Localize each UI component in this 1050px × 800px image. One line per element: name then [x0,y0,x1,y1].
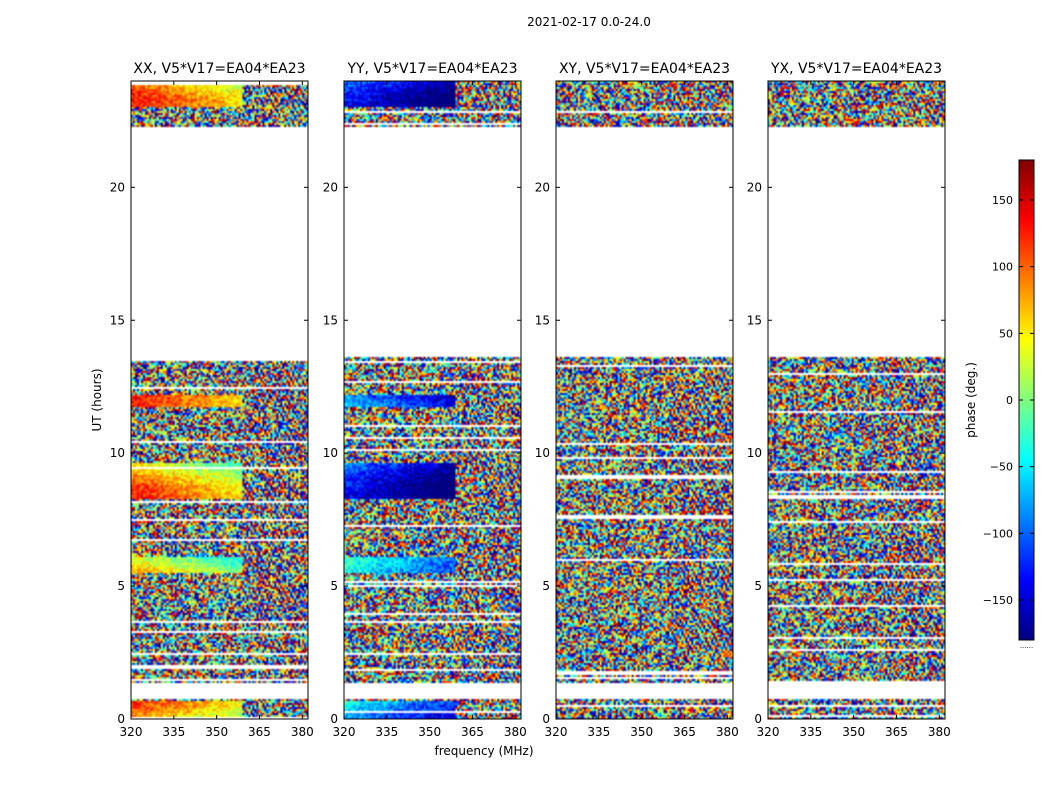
phase-heatmap [768,81,945,719]
y-tick-label: 5 [330,579,338,593]
y-tick-label: 5 [754,579,762,593]
x-tick-label: 380 [291,725,314,739]
x-tick-label: 380 [504,725,527,739]
axes-frame [555,80,734,720]
y-tick-label: 15 [535,313,550,327]
y-tick-label: 20 [110,180,125,194]
colorbar-label: phase (deg.) [964,362,978,438]
x-tick-label: 320 [120,725,143,739]
y-tick-label: 10 [747,446,762,460]
x-tick-label: 350 [205,725,228,739]
x-tick-label: 350 [630,725,653,739]
colorbar-tick-label: 0 [1006,394,1013,407]
y-tick-label: 0 [330,712,338,726]
colorbar-footnote: ...... [1020,642,1033,650]
x-tick-label: 350 [418,725,441,739]
x-tick-label: 320 [757,725,780,739]
x-tick-label: 380 [716,725,739,739]
panel-title: YX, V5*V17=EA04*EA23 [770,61,942,77]
panel-yy: YY, V5*V17=EA04*EA23 320 335 350 365 380 0 5 10 1… [323,61,527,739]
axes-frame [767,80,946,720]
y-tick-label: 0 [754,712,762,726]
panel-title: XY, V5*V17=EA04*EA23 [559,61,730,77]
figure-suptitle: 2021-02-17 0.0-24.0 [527,15,651,29]
panels-group: XX, V5*V17=EA04*EA23 320 335 350 365 380 0 5 10 1… [110,61,951,739]
x-tick-label: 320 [545,725,568,739]
colorbar-tick-label: 100 [992,261,1013,274]
x-tick-label: 365 [673,725,696,739]
x-tick-label: 335 [799,725,822,739]
y-tick-label: 10 [323,446,338,460]
colorbar-tick-label: −50 [990,461,1013,474]
y-tick-label: 20 [535,180,550,194]
phase-heatmap [344,81,521,719]
panel-xx: XX, V5*V17=EA04*EA23 320 335 350 365 380 0 5 10 1… [110,61,314,739]
y-tick-label: 20 [323,180,338,194]
colorbar-tick-label: −100 [983,527,1013,540]
colorbar-tick-label: 50 [999,327,1013,340]
y-tick-label: 0 [117,712,125,726]
phase-heatmap [556,81,733,719]
x-tick-label: 380 [928,725,951,739]
y-tick-label: 10 [535,446,550,460]
axes-frame [130,80,309,720]
y-tick-label: 15 [323,313,338,327]
y-tick-label: 20 [747,180,762,194]
panel-title: YY, V5*V17=EA04*EA23 [346,61,517,77]
y-tick-label: 15 [747,313,762,327]
y-tick-label: 5 [542,579,550,593]
colorbar-tick-label: 150 [992,194,1013,207]
axes-frame [343,80,522,720]
x-tick-label: 365 [885,725,908,739]
y-tick-label: 15 [110,313,125,327]
y-axis-label: UT (hours) [90,368,104,431]
panel-title: XX, V5*V17=EA04*EA23 [133,61,305,77]
x-tick-label: 365 [461,725,484,739]
y-tick-label: 10 [110,446,125,460]
x-tick-label: 365 [248,725,271,739]
colorbar: −150 −100 −50 0 50 100 150 phase (deg.)...... [964,159,1035,650]
x-tick-label: 335 [375,725,398,739]
x-tick-label: 335 [587,725,610,739]
x-axis-label: frequency (MHz) [434,744,533,758]
x-tick-label: 320 [333,725,356,739]
phase-heatmap [131,81,308,719]
colorbar-tick-label: −150 [983,594,1013,607]
y-tick-label: 5 [117,579,125,593]
panel-xy: XY, V5*V17=EA04*EA23 320 335 350 365 380 0 5 10 1… [535,61,739,739]
x-tick-label: 335 [162,725,185,739]
x-tick-label: 350 [842,725,865,739]
panel-yx: YX, V5*V17=EA04*EA23 320 335 350 365 380 0 5 10 1… [747,61,951,739]
y-tick-label: 0 [542,712,550,726]
